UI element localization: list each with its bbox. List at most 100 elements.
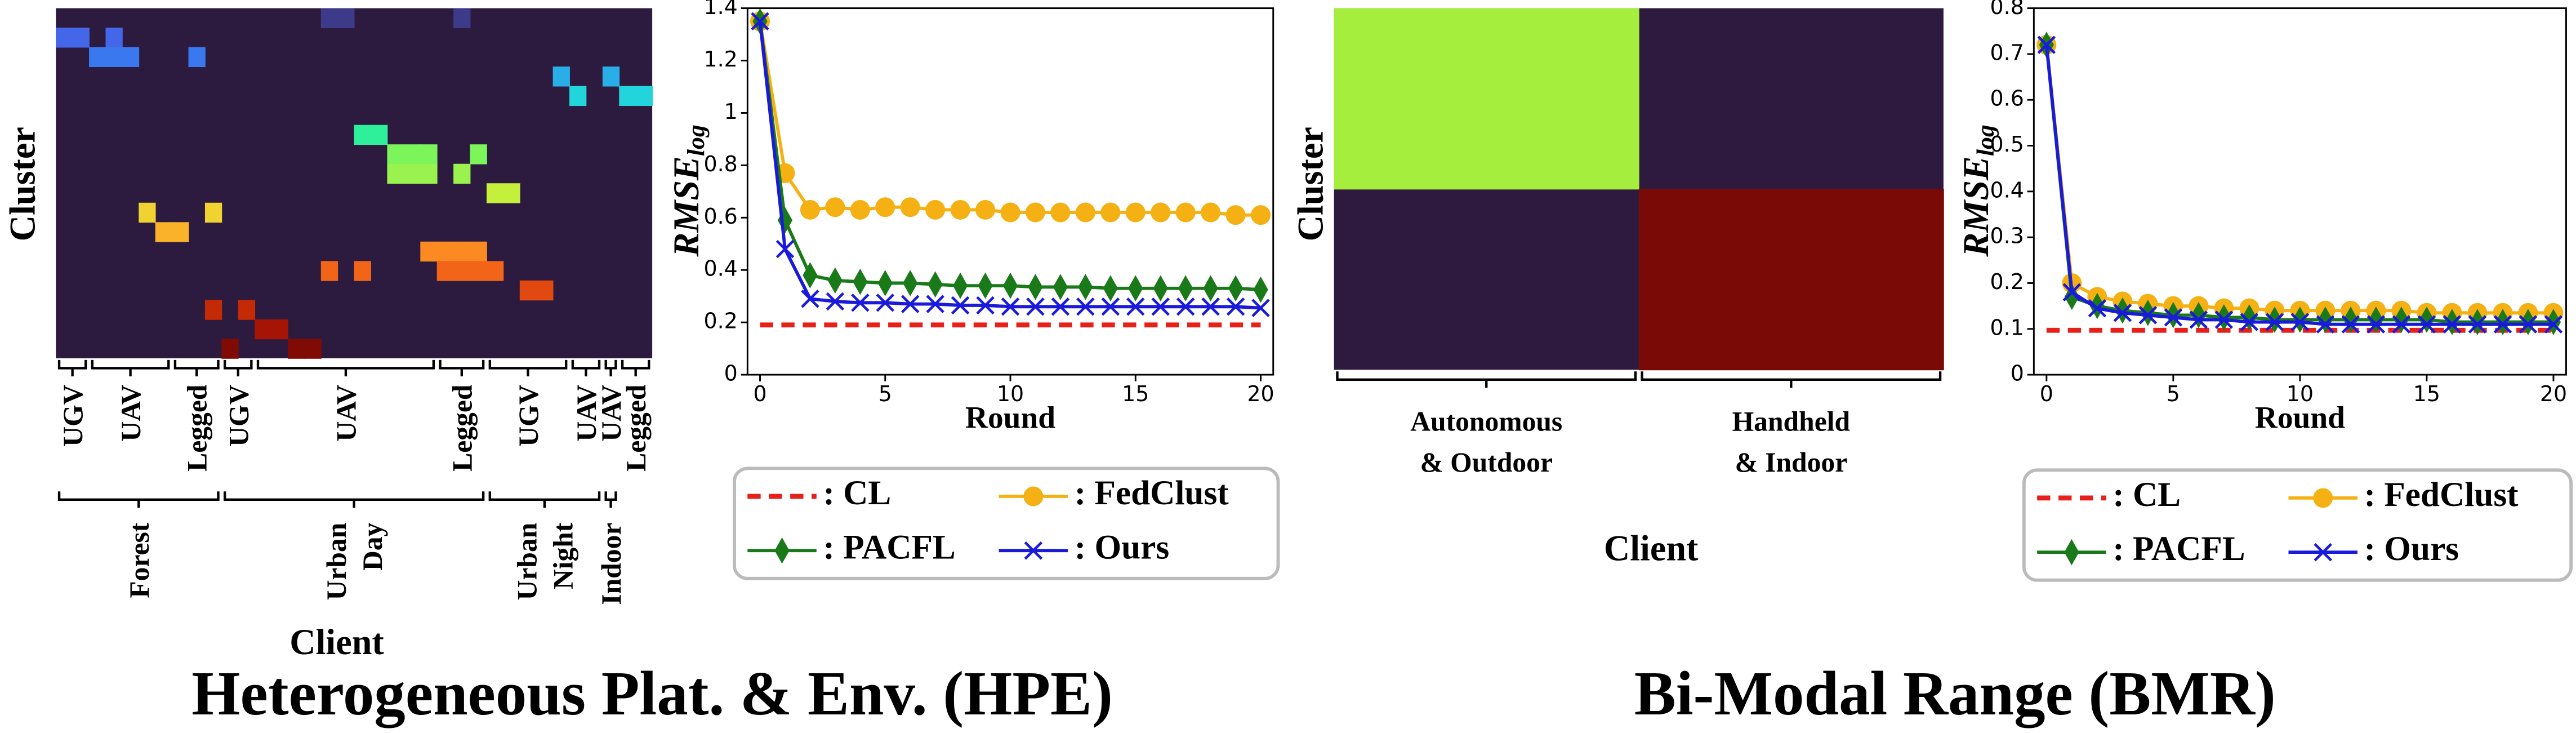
x-tick-label: 10: [2287, 381, 2314, 406]
group-bracket: [488, 359, 568, 377]
point: [901, 295, 920, 313]
series-line: [2044, 45, 2553, 324]
x-axis-label: Round: [2255, 400, 2345, 434]
x-tick-label: 20: [1247, 381, 1274, 406]
point: [2113, 304, 2132, 322]
heatmap-cell: [453, 8, 471, 28]
point: [2164, 308, 2183, 327]
point: [1201, 297, 1220, 316]
point: [950, 199, 970, 220]
heatmap-cell: [470, 144, 487, 165]
heatmap-cell: [72, 28, 90, 48]
heatmap-cell: [453, 261, 471, 281]
legend-label: : FedClust: [1075, 474, 1229, 512]
heatmap-cell: [569, 86, 587, 106]
heatmap-cell: [320, 261, 338, 281]
point: [1100, 202, 1121, 223]
point: [800, 199, 820, 220]
group-bracket: [91, 359, 170, 377]
point: [826, 292, 845, 311]
group-label: Legged: [182, 384, 213, 472]
group-bracket: [223, 491, 485, 508]
point: [1053, 274, 1068, 300]
point: [1251, 299, 1270, 317]
heatmap-cell: [420, 144, 438, 165]
point: [978, 272, 993, 299]
y-axis-label: RMSElog: [666, 125, 710, 257]
point: [2417, 315, 2436, 334]
x-axis-label: Round: [965, 400, 1055, 434]
group-bracket: [439, 359, 485, 377]
group-bracket: [1641, 371, 1942, 388]
x-tick-label: 10: [997, 381, 1024, 406]
point: [1050, 202, 1071, 223]
x-tick-label: 5: [2167, 381, 2180, 406]
group-label: UGV: [513, 384, 544, 446]
point: [1126, 297, 1145, 316]
y-axis-label: Cluster: [1290, 127, 1330, 241]
point: [1025, 202, 1045, 223]
heatmap-cell: [387, 163, 404, 184]
group-label: UGV: [223, 384, 254, 446]
group-label: Forest: [124, 522, 155, 598]
point: [803, 262, 818, 288]
group-label: Legged: [447, 384, 478, 472]
point: [926, 295, 944, 313]
point: [1253, 276, 1268, 303]
point: [952, 272, 968, 299]
legend-marker: [2314, 543, 2332, 562]
heatmap-cell: [470, 261, 487, 281]
heatmap-cell: [371, 125, 388, 145]
heatmap-cell: [304, 339, 322, 359]
heatmap-cell: [387, 144, 404, 165]
point: [925, 199, 946, 220]
heatmap-background: [56, 8, 653, 358]
point: [1101, 297, 1120, 316]
point: [976, 296, 995, 315]
legend-marker: [2313, 488, 2333, 508]
heatmap-cell: [420, 163, 438, 184]
heatmap-cell: [204, 202, 222, 223]
heatmap-cell: [503, 183, 520, 203]
heatmap-cell: [188, 47, 206, 68]
group-bracket: [1336, 371, 1637, 388]
point: [1026, 297, 1045, 316]
y-tick-label: 0.8: [703, 152, 737, 176]
legend-marker: [1023, 486, 1044, 507]
point: [975, 199, 996, 220]
y-tick-label: 1: [724, 99, 738, 124]
point: [900, 197, 920, 217]
point: [1151, 297, 1170, 316]
y-axis-label-sub: log: [683, 125, 710, 156]
heatmap-cell: [1334, 8, 1639, 190]
series-line: [758, 21, 1261, 217]
heatmap-cell: [122, 47, 140, 68]
y-tick-label: 0: [2011, 361, 2024, 386]
point: [1002, 272, 1018, 299]
point: [951, 296, 970, 315]
heatmap-cell: [519, 280, 537, 301]
point: [1176, 297, 1195, 316]
point: [1151, 202, 1171, 223]
heatmap-cell: [436, 261, 454, 281]
group-label: Urban: [321, 523, 352, 601]
group-label: Day: [357, 522, 388, 571]
heatmap-cell: [288, 339, 305, 359]
x-tick-label: 15: [1122, 381, 1149, 406]
series-line: [2044, 45, 2553, 326]
series-line: [758, 21, 1261, 291]
y-tick-label: 0.1: [1990, 315, 2024, 340]
x-axis-label: Client: [1604, 528, 1699, 568]
legend-box: [733, 467, 1280, 580]
heatmap-cell: [552, 66, 570, 87]
legend-marker: [1024, 541, 1043, 560]
heatmap-cell: [172, 222, 189, 242]
group-bracket: [604, 491, 617, 508]
group-label: UAV: [331, 384, 362, 441]
group-label: Autonomous: [1410, 406, 1562, 437]
heatmap-cell: [403, 144, 421, 165]
heatmap-cell: [536, 280, 554, 301]
group-bracket: [488, 491, 601, 508]
x-tick-label: 20: [2540, 381, 2567, 406]
